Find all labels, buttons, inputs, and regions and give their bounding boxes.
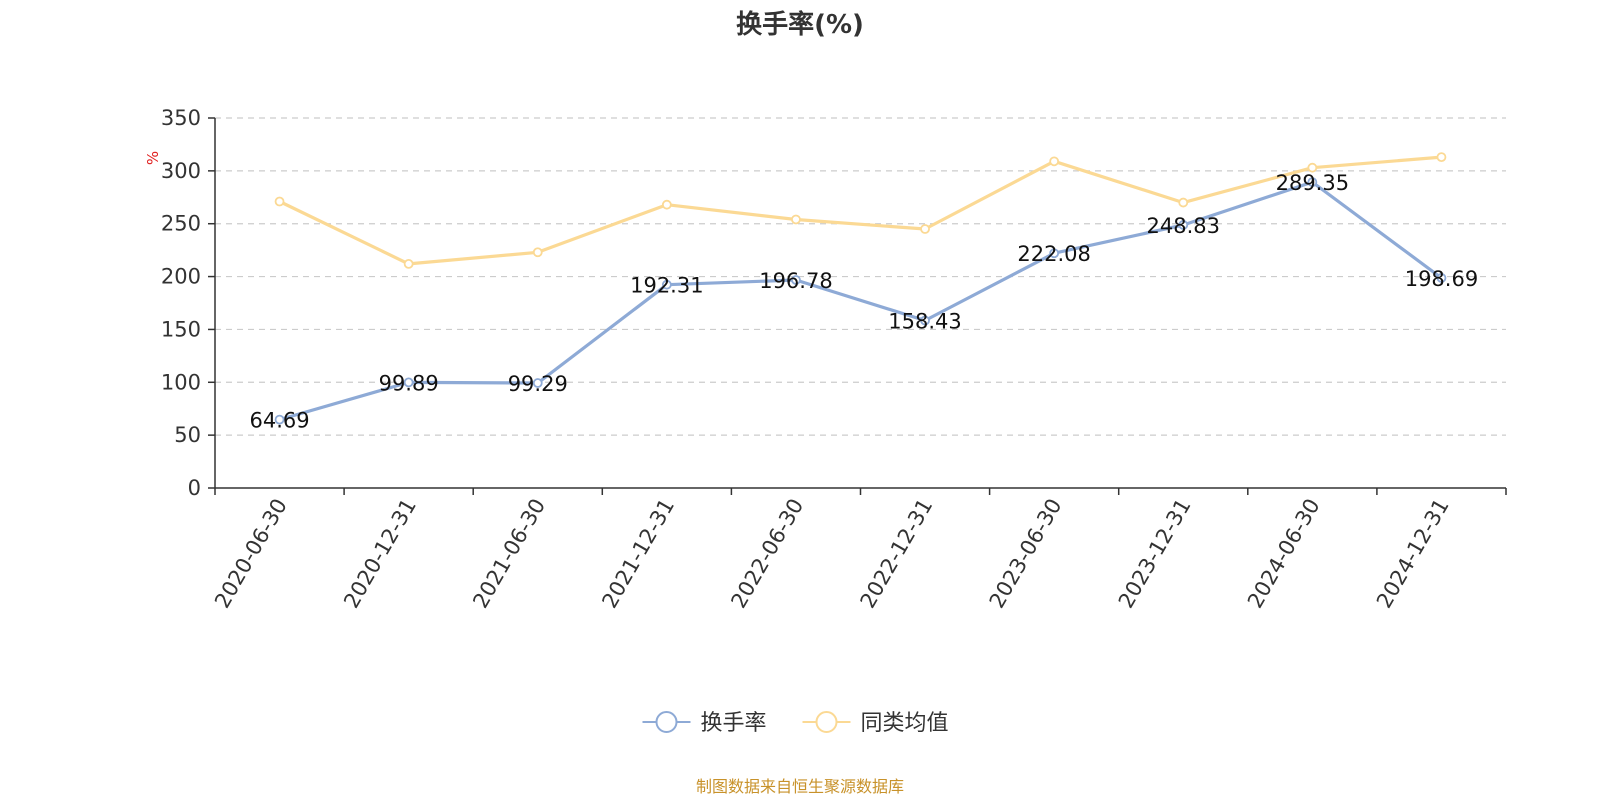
x-tick-label: 2020-06-30 — [210, 495, 292, 613]
data-labels: 64.69 99.89 99.29 192.31 196.78 158.43 222.08 2… — [249, 171, 1478, 432]
data-point — [274, 196, 285, 207]
data-point — [1436, 152, 1447, 163]
data-label: 64.69 — [249, 409, 309, 433]
data-label: 158.43 — [888, 310, 961, 334]
y-tick-label: 300 — [161, 159, 201, 183]
y-tick-label: 200 — [161, 265, 201, 289]
x-tick-label: 2021-06-30 — [468, 495, 550, 613]
legend-marker — [655, 711, 678, 733]
data-label: 99.89 — [379, 371, 439, 395]
data-point — [532, 247, 543, 258]
y-tick-label: 50 — [174, 423, 201, 447]
legend-item-1: 换手率 — [642, 711, 767, 736]
x-tick-label: 2021-12-31 — [597, 495, 679, 613]
x-tick-label: 2024-12-31 — [1372, 495, 1454, 613]
data-point — [1307, 177, 1318, 188]
data-point — [920, 224, 930, 234]
series-line-2 — [278, 155, 1442, 266]
data-label: 196.78 — [759, 269, 832, 293]
x-tick-label: 2023-12-31 — [1114, 495, 1196, 613]
data-point — [920, 315, 930, 326]
data-label: 222.08 — [1017, 242, 1090, 266]
data-label: 248.83 — [1147, 214, 1220, 238]
legend: 换手率 同类均值 — [642, 711, 949, 736]
data-point — [1307, 162, 1318, 173]
data-label: 198.69 — [1405, 267, 1478, 291]
y-tick-label: 100 — [161, 370, 201, 394]
x-tick-label: 2024-06-30 — [1243, 495, 1325, 613]
data-point — [791, 275, 801, 285]
data-point — [1049, 156, 1060, 167]
y-tick-label: 150 — [161, 317, 201, 341]
data-point — [661, 199, 672, 210]
chart-title: 换手率(%) — [736, 9, 864, 40]
x-tick-label: 2022-06-30 — [726, 495, 808, 613]
y-tick-label: 0 — [188, 476, 201, 500]
data-label: 192.31 — [630, 274, 703, 298]
data-point — [1436, 273, 1447, 283]
legend-item-2: 同类均值 — [802, 711, 949, 736]
x-tick-label: 2020-12-31 — [339, 495, 421, 613]
data-point — [1178, 220, 1189, 230]
data-point — [791, 214, 801, 225]
data-point — [403, 258, 414, 269]
legend-label: 同类均值 — [861, 711, 949, 736]
x-tick-label: 2022-12-31 — [856, 495, 938, 613]
source-note: 制图数据来自恒生聚源数据库 — [696, 777, 904, 796]
legend-label: 换手率 — [701, 711, 767, 736]
data-point — [661, 279, 672, 290]
data-point — [532, 378, 543, 388]
y-tick-label: 250 — [161, 212, 201, 236]
legend-marker — [815, 711, 838, 733]
data-label: 99.29 — [508, 372, 568, 396]
data-point — [1049, 248, 1060, 259]
data-point — [274, 414, 285, 425]
series-lines — [274, 152, 1447, 425]
data-point — [403, 377, 414, 388]
y-tick-label: 350 — [161, 106, 201, 130]
y-axis-unit-label: % — [144, 151, 162, 165]
x-tick-label: 2023-06-30 — [985, 495, 1067, 613]
series-line-1 — [279, 180, 1443, 422]
data-point — [1178, 197, 1189, 208]
data-label: 289.35 — [1276, 171, 1349, 195]
